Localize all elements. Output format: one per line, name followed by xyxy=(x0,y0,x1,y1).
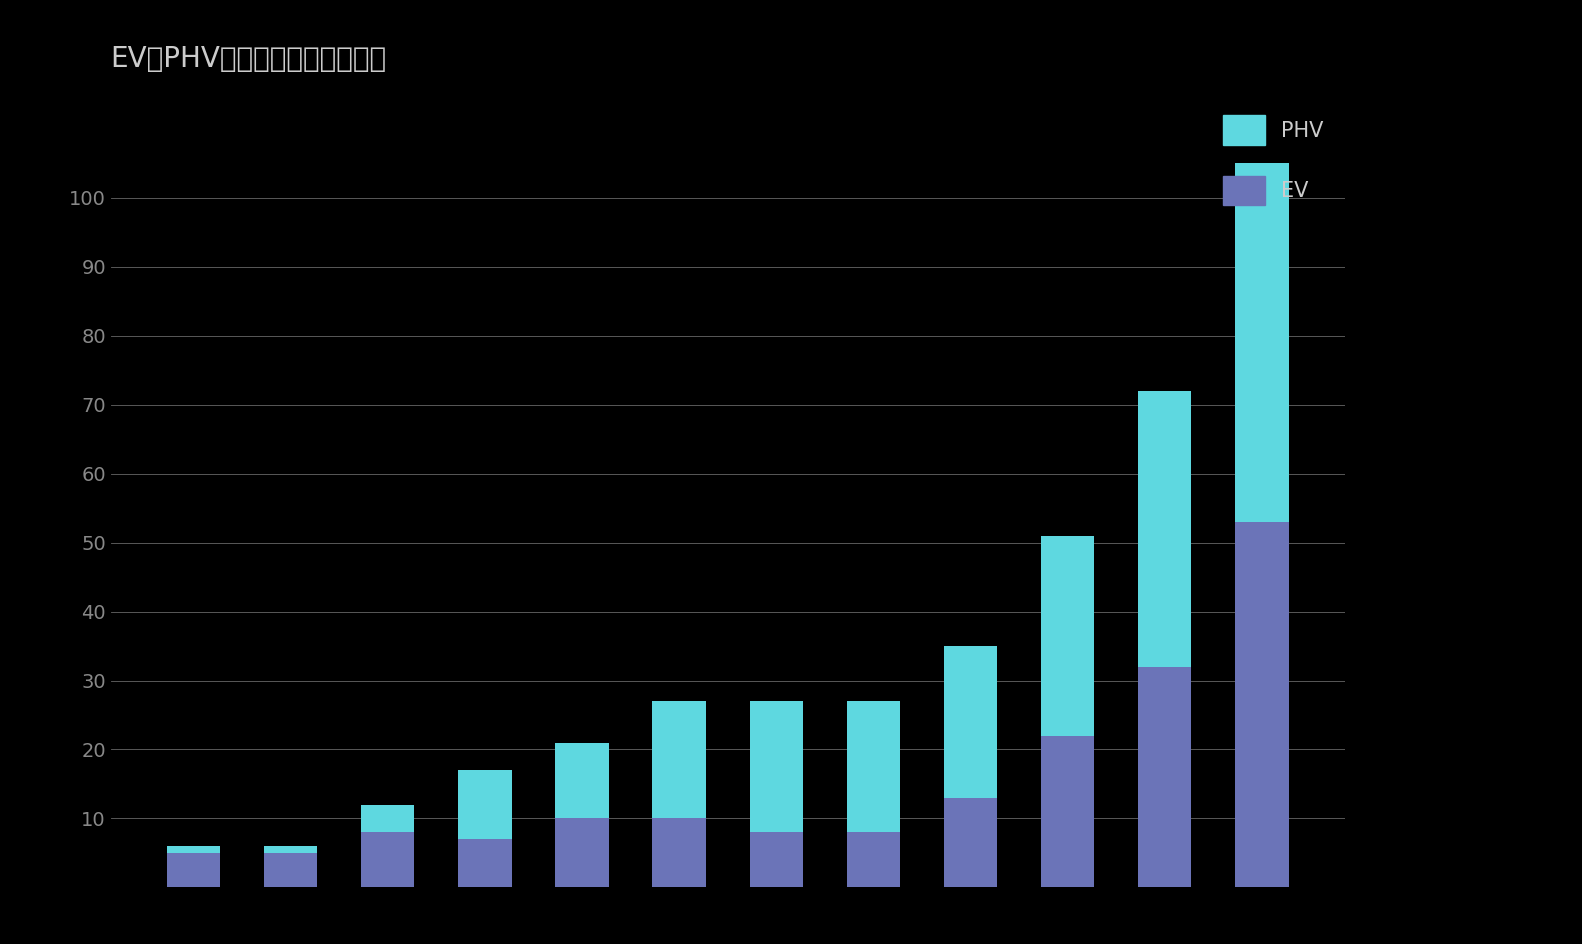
Bar xyxy=(846,701,900,833)
Bar xyxy=(264,852,318,887)
Bar xyxy=(1236,163,1289,522)
Bar xyxy=(1041,535,1095,735)
Bar xyxy=(555,743,609,818)
Legend: PHV, EV: PHV, EV xyxy=(1213,105,1334,216)
Bar xyxy=(944,798,997,887)
Bar xyxy=(166,846,220,852)
Bar xyxy=(1137,666,1191,887)
Bar xyxy=(944,646,997,798)
Bar xyxy=(361,804,414,833)
Bar xyxy=(652,818,706,887)
Text: EV・PHVの国内販売車種数推移: EV・PHVの国内販売車種数推移 xyxy=(111,44,388,73)
Bar xyxy=(459,770,511,839)
Bar xyxy=(1236,522,1289,887)
Bar xyxy=(652,701,706,818)
Bar xyxy=(361,833,414,887)
Bar xyxy=(166,852,220,887)
Bar xyxy=(1041,735,1095,887)
Bar xyxy=(846,833,900,887)
Bar xyxy=(750,833,804,887)
Bar xyxy=(750,701,804,833)
Bar xyxy=(1137,391,1191,666)
Bar xyxy=(264,846,318,852)
Bar xyxy=(555,818,609,887)
Bar xyxy=(459,839,511,887)
